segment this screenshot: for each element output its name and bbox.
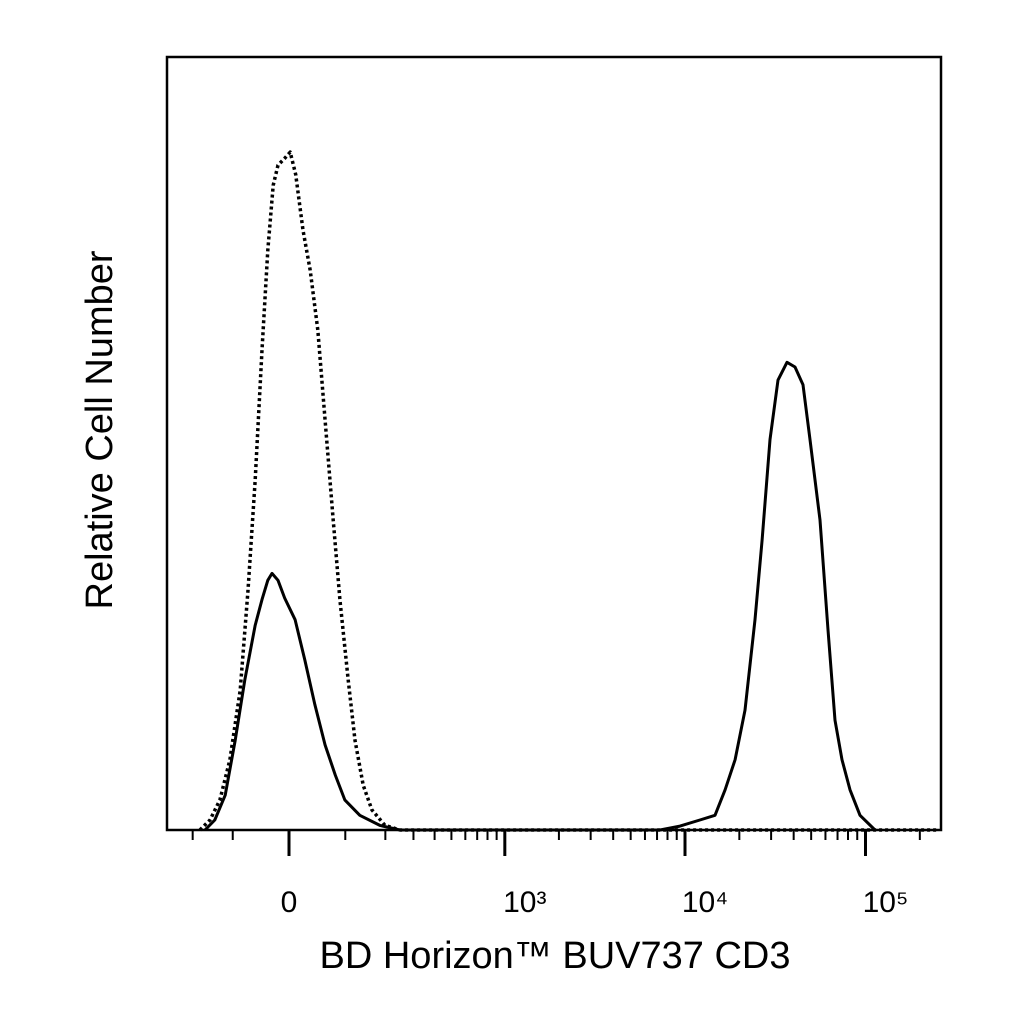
x-tick-label: 10⁵ bbox=[863, 886, 909, 919]
plot-frame bbox=[165, 55, 943, 832]
histogram-line bbox=[198, 150, 938, 832]
x-tick-label: 10³ bbox=[503, 886, 546, 919]
x-axis-label: BD Horizon™ BUV737 CD3 bbox=[320, 935, 791, 977]
histogram-line bbox=[203, 360, 877, 832]
y-axis-label: Relative Cell Number bbox=[79, 250, 121, 609]
x-tick-label: 0 bbox=[281, 886, 298, 919]
x-tick-label: 10⁴ bbox=[682, 886, 728, 919]
